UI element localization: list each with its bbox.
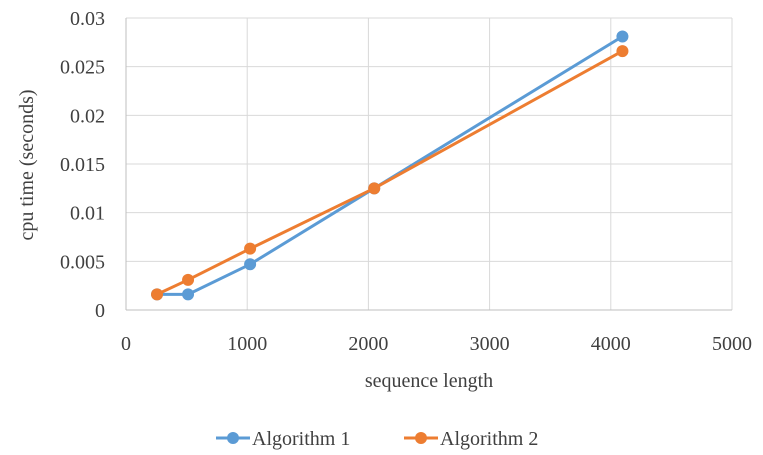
data-point <box>182 273 195 286</box>
x-axis-title: sequence length <box>365 370 493 392</box>
y-tick-label: 0.015 <box>60 154 105 176</box>
data-point <box>616 45 629 58</box>
data-point <box>244 242 257 255</box>
data-point <box>151 288 164 301</box>
legend-item: Algorithm 2 <box>404 428 538 450</box>
series-1 <box>151 30 629 301</box>
data-point <box>182 288 195 301</box>
y-tick-label: 0.01 <box>70 203 105 225</box>
x-tick-label: 3000 <box>470 333 510 355</box>
series-line <box>155 35 624 296</box>
axes <box>125 18 732 311</box>
legend-label: Algorithm 2 <box>440 428 538 450</box>
data-point <box>616 30 629 43</box>
data-point <box>244 258 257 271</box>
y-tick-label: 0 <box>95 300 105 322</box>
y-tick-label: 0.02 <box>70 105 105 127</box>
series-line <box>155 49 624 296</box>
y-axis-title: cpu time (seconds) <box>16 89 38 240</box>
x-tick-label: 4000 <box>591 333 631 355</box>
y-tick-label: 0.005 <box>60 251 105 273</box>
series-2 <box>151 45 629 301</box>
x-tick-label: 1000 <box>227 333 267 355</box>
tick-labels: 0 0.005 0.01 0.015 0.02 0.025 0.03 0 1000 2000 300… <box>60 8 752 355</box>
data-point <box>368 182 381 195</box>
legend-swatch-marker <box>415 432 427 444</box>
x-tick-label: 2000 <box>348 333 388 355</box>
legend-item: Algorithm 1 <box>216 428 350 450</box>
legend: Algorithm 1 Algorithm 2 <box>216 428 538 450</box>
x-tick-label: 5000 <box>712 333 752 355</box>
y-tick-label: 0.025 <box>60 57 105 79</box>
legend-label: Algorithm 1 <box>252 428 350 450</box>
gridlines <box>126 17 733 310</box>
x-tick-label: 0 <box>121 333 131 355</box>
series-group <box>151 30 629 301</box>
y-tick-label: 0.03 <box>70 8 105 30</box>
legend-swatch-marker <box>227 432 239 444</box>
